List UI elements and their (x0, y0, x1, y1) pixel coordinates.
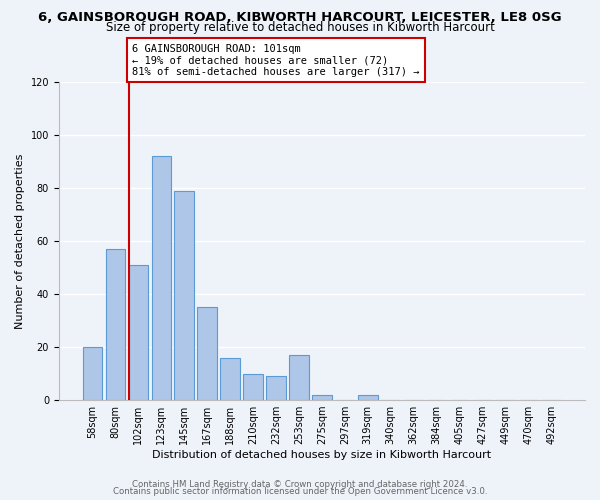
Y-axis label: Number of detached properties: Number of detached properties (15, 154, 25, 329)
Text: Size of property relative to detached houses in Kibworth Harcourt: Size of property relative to detached ho… (106, 21, 494, 34)
Bar (106, 249, 125, 400)
Bar (220, 358, 240, 400)
Bar (128, 265, 148, 400)
Bar (312, 395, 332, 400)
Text: 6, GAINSBOROUGH ROAD, KIBWORTH HARCOURT, LEICESTER, LE8 0SG: 6, GAINSBOROUGH ROAD, KIBWORTH HARCOURT,… (38, 11, 562, 24)
Bar (244, 374, 263, 400)
Bar (175, 191, 194, 400)
Bar (152, 156, 171, 400)
Bar (358, 395, 377, 400)
X-axis label: Distribution of detached houses by size in Kibworth Harcourt: Distribution of detached houses by size … (152, 450, 491, 460)
Text: Contains HM Land Registry data © Crown copyright and database right 2024.: Contains HM Land Registry data © Crown c… (132, 480, 468, 489)
Text: 6 GAINSBOROUGH ROAD: 101sqm
← 19% of detached houses are smaller (72)
81% of sem: 6 GAINSBOROUGH ROAD: 101sqm ← 19% of det… (132, 44, 419, 77)
Bar (83, 347, 102, 400)
Bar (289, 355, 308, 400)
Bar (266, 376, 286, 400)
Bar (197, 308, 217, 400)
Text: Contains public sector information licensed under the Open Government Licence v3: Contains public sector information licen… (113, 487, 487, 496)
